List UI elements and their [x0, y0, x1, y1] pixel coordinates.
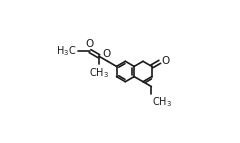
Text: H$_3$C: H$_3$C — [56, 44, 77, 58]
Text: O: O — [86, 39, 94, 49]
Text: O: O — [103, 49, 111, 59]
Text: CH$_3$: CH$_3$ — [89, 66, 109, 80]
Text: O: O — [162, 56, 170, 66]
Text: CH$_3$: CH$_3$ — [152, 95, 172, 109]
